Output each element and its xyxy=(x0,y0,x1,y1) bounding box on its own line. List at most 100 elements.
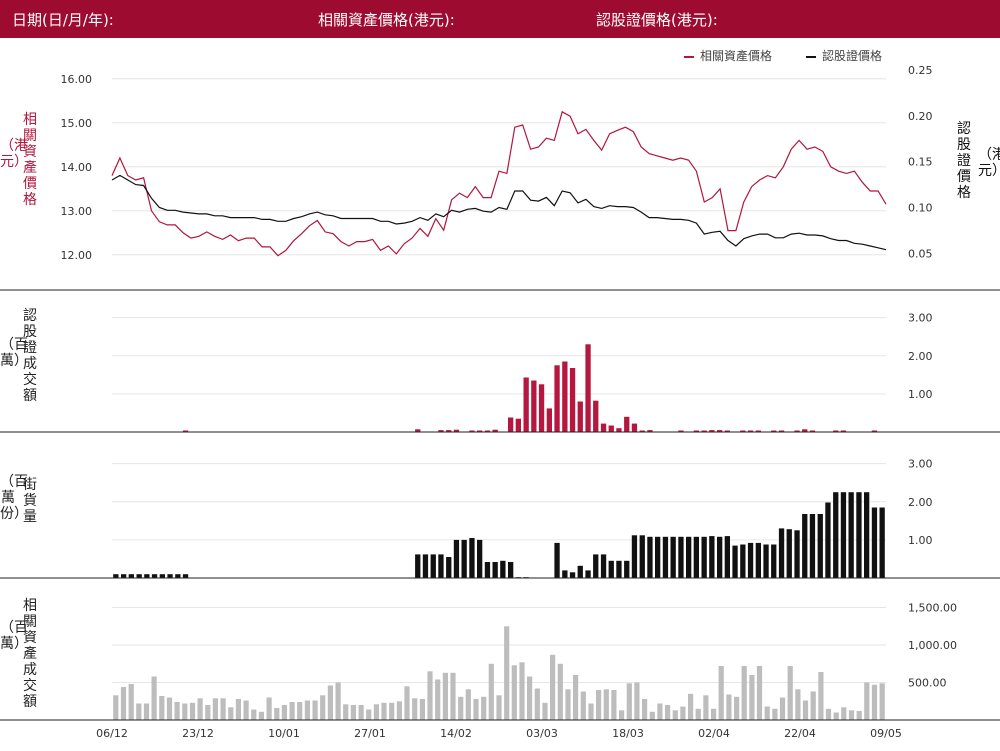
stock-turnover-bar xyxy=(772,708,778,721)
street-bar xyxy=(755,542,761,578)
warrant-turnover-bar xyxy=(871,430,878,432)
warrant-turnover-bar xyxy=(771,430,777,432)
stock-turnover-bar xyxy=(427,671,433,721)
stock-turnover-bar xyxy=(619,710,625,721)
stock-turnover-bar xyxy=(879,683,885,721)
stock-turnover-bar xyxy=(688,693,694,721)
street-bar xyxy=(121,574,127,578)
street-bar xyxy=(701,536,707,578)
street-bar xyxy=(848,492,854,578)
stock-turnover-bar xyxy=(243,700,249,720)
stock-turnover-bar xyxy=(128,684,134,720)
stock-turnover-bar xyxy=(496,695,502,721)
stock-turnover-bar xyxy=(672,710,678,721)
street-bar xyxy=(500,560,506,578)
stock-turnover-bar xyxy=(450,672,456,721)
street-bar xyxy=(616,560,622,578)
street-bar xyxy=(631,535,638,578)
warrant-turnover-bar xyxy=(624,416,630,433)
street-bar xyxy=(670,536,676,578)
header-bar: 日期(日/月/年): 相關資產價格(港元): 認股證價格(港元): xyxy=(0,0,1000,38)
stock-turnover-bar xyxy=(404,686,410,721)
street-bar xyxy=(477,539,483,578)
stock-turnover-bar xyxy=(519,662,525,721)
street-bar xyxy=(879,507,885,578)
stock-turnover-bar xyxy=(151,676,157,720)
warrant-turnover-title: 認股證成交額 xyxy=(23,308,37,404)
stock-turnover-title: 相關資產成交額 xyxy=(23,598,37,710)
street-bar xyxy=(778,528,785,578)
stock-turnover-bar xyxy=(396,701,402,721)
stock-turnover-bar xyxy=(159,696,165,720)
right-tick-label: 0.25 xyxy=(908,64,933,77)
street-bar xyxy=(794,530,800,578)
warrant-turnover-bar xyxy=(569,368,576,432)
street-bar xyxy=(833,492,839,578)
left-tick-label: 15.00 xyxy=(61,117,93,130)
stock-turnover-bar xyxy=(327,685,333,720)
warrant-turnover-tick-label: 1.00 xyxy=(908,388,933,401)
warrant-turnover-bar xyxy=(469,430,475,432)
legend-underlying-label: 相關資產價格 xyxy=(700,49,773,63)
stock-turnover-bar xyxy=(113,695,119,721)
warrant-turnover-bar xyxy=(415,429,421,432)
x-tick-label: 14/02 xyxy=(440,727,472,740)
warrant-turnover-bar xyxy=(577,401,583,432)
street-bar xyxy=(585,570,591,578)
x-tick-label: 03/03 xyxy=(526,727,558,740)
stock-turnover-bar xyxy=(856,711,862,720)
stock-turnover-bar xyxy=(143,703,150,720)
stock-turnover-bar xyxy=(825,708,832,721)
street-bar xyxy=(786,529,792,578)
street-bar xyxy=(732,545,738,578)
warrant-turnover-bar xyxy=(477,430,483,432)
street-bar xyxy=(747,542,754,578)
street-bar xyxy=(655,536,661,578)
x-tick-label: 18/03 xyxy=(612,727,644,740)
street-bar xyxy=(554,542,560,578)
street-bar xyxy=(662,536,669,578)
warrant-turnover-bar xyxy=(639,430,645,432)
x-tick-label: 22/04 xyxy=(784,727,816,740)
legend-underlying[interactable]: 相關資產價格 xyxy=(684,47,772,64)
stock-turnover-bar xyxy=(626,683,632,721)
street-bar xyxy=(717,536,723,578)
street-bar xyxy=(709,536,715,578)
stock-turnover-bar xyxy=(657,703,663,720)
warrant-turnover-bar xyxy=(678,430,684,432)
street-tick-label: 3.00 xyxy=(908,458,933,471)
stock-turnover-bar xyxy=(642,699,648,720)
street-bar xyxy=(492,562,498,578)
underlying-price-label: 相關資產價格(港元): xyxy=(318,11,455,29)
stock-turnover-bar xyxy=(174,702,180,720)
stock-turnover-bar xyxy=(764,706,770,720)
stock-turnover-bar xyxy=(274,708,280,720)
stock-turnover-bar xyxy=(734,696,740,721)
stock-turnover-bar xyxy=(603,689,609,721)
street-bar xyxy=(159,574,165,578)
right-axis-title: 認股證價格 xyxy=(957,121,971,201)
x-tick-label: 23/12 xyxy=(182,727,214,740)
stock-turnover-bar xyxy=(695,708,701,721)
x-tick-label: 27/01 xyxy=(354,727,386,740)
street-bar xyxy=(771,544,777,578)
stock-turnover-bar xyxy=(381,702,387,721)
street-bar xyxy=(686,536,692,578)
stock-turnover-bar xyxy=(680,706,686,720)
street-bar xyxy=(600,554,607,578)
street-bar xyxy=(856,492,862,578)
warrant-turnover-bar xyxy=(631,423,638,432)
stock-turnover-bar xyxy=(182,703,188,720)
warrant-turnover-bar xyxy=(802,429,808,432)
legend-warrant[interactable]: 認股證價格 xyxy=(806,47,882,64)
stock-turnover-bar xyxy=(289,702,295,720)
date-label: 日期(日/月/年): xyxy=(12,11,114,29)
warrant-turnover-bar xyxy=(515,418,521,432)
warrant-turnover-bar xyxy=(446,430,452,432)
x-tick-label: 09/05 xyxy=(870,727,902,740)
street-bar xyxy=(182,574,189,578)
warrant-turnover-bar xyxy=(608,425,614,432)
street-bar xyxy=(136,574,142,578)
stock-turnover-bar xyxy=(458,696,464,721)
